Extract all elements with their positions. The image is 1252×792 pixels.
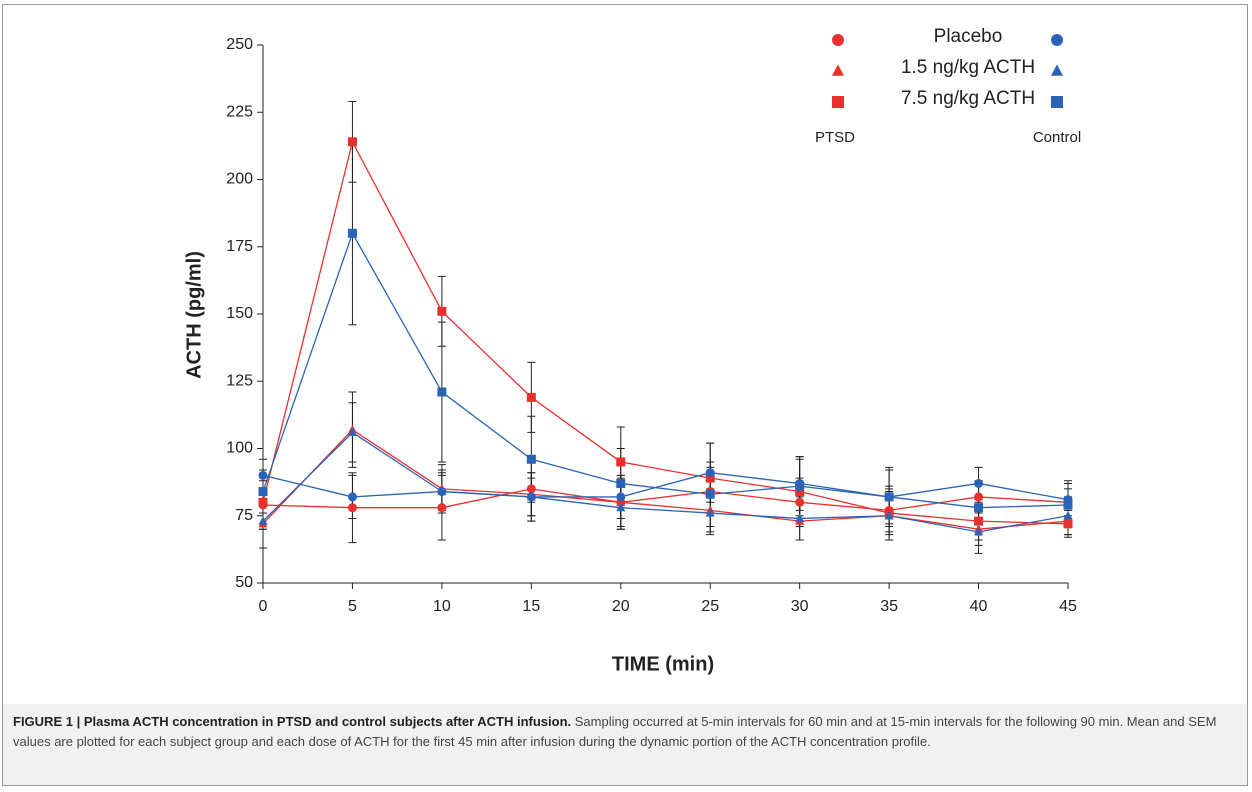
data-point bbox=[1063, 510, 1073, 520]
x-tick-label: 25 bbox=[701, 598, 719, 615]
y-tick-label: 175 bbox=[226, 238, 253, 255]
data-point bbox=[347, 228, 357, 238]
legend-label: Placebo bbox=[934, 26, 1003, 47]
y-tick-label: 150 bbox=[226, 305, 253, 322]
data-point bbox=[795, 513, 805, 523]
chart: ACTH (pg/ml) TIME (min) 5075100125150175… bbox=[183, 26, 1081, 675]
x-tick-label: 10 bbox=[433, 598, 451, 615]
data-point bbox=[616, 457, 626, 467]
y-tick-label: 100 bbox=[226, 440, 253, 457]
y-tick-label: 200 bbox=[226, 171, 253, 188]
data-point bbox=[705, 473, 715, 483]
data-point bbox=[258, 470, 268, 480]
legend-group-label: Control bbox=[1033, 129, 1081, 146]
legend-marker bbox=[1051, 64, 1063, 76]
figure-frame bbox=[2, 4, 1248, 786]
x-axis-label: TIME (min) bbox=[612, 653, 714, 675]
series-line bbox=[262, 472, 1069, 501]
caption-text: Sampling occurred at 5-min intervals for… bbox=[13, 714, 1217, 749]
caption: FIGURE 1 | Plasma ACTH concentration in … bbox=[3, 704, 1247, 785]
data-point bbox=[437, 486, 447, 496]
legend-group-label: PTSD bbox=[815, 129, 855, 146]
legend-label: 7.5 ng/kg ACTH bbox=[901, 88, 1035, 109]
y-tick-label: 125 bbox=[226, 372, 253, 389]
data-point bbox=[526, 454, 536, 464]
data-point bbox=[526, 392, 536, 402]
x-tick-label: 20 bbox=[612, 598, 630, 615]
series-line bbox=[262, 431, 1069, 533]
series-line bbox=[262, 231, 1069, 509]
data-point bbox=[616, 478, 626, 488]
legend-marker bbox=[832, 64, 844, 76]
y-tick-label: 250 bbox=[226, 36, 253, 53]
x-tick-label: 35 bbox=[880, 598, 898, 615]
x-tick-label: 15 bbox=[522, 598, 540, 615]
caption-title: FIGURE 1 | Plasma ACTH concentration in … bbox=[13, 714, 572, 729]
data-point bbox=[526, 491, 536, 501]
series-line bbox=[262, 140, 1069, 525]
data-point bbox=[437, 503, 447, 513]
x-tick-label: 5 bbox=[348, 598, 357, 615]
y-tick-label: 75 bbox=[235, 507, 253, 524]
data-point bbox=[258, 497, 268, 507]
x-tick-label: 40 bbox=[970, 598, 988, 615]
x-tick-label: 30 bbox=[791, 598, 809, 615]
data-point bbox=[974, 526, 984, 536]
data-point bbox=[437, 387, 447, 397]
legend-marker bbox=[1051, 96, 1063, 108]
data-point bbox=[258, 516, 268, 525]
data-point bbox=[884, 510, 894, 520]
data-point bbox=[974, 503, 984, 513]
y-tick-label: 50 bbox=[235, 574, 253, 591]
series-line bbox=[262, 428, 1069, 530]
data-point bbox=[705, 508, 715, 517]
data-point bbox=[526, 484, 536, 494]
data-point bbox=[1063, 500, 1073, 510]
x-tick-label: 45 bbox=[1059, 598, 1077, 615]
data-point bbox=[616, 492, 626, 502]
data-point bbox=[974, 478, 984, 488]
legend-marker bbox=[832, 34, 844, 46]
data-point bbox=[258, 487, 268, 497]
data-point bbox=[347, 427, 357, 436]
data-point bbox=[705, 489, 715, 499]
data-point bbox=[705, 468, 715, 478]
legend-marker bbox=[832, 96, 844, 108]
data-point bbox=[347, 503, 357, 513]
data-point bbox=[616, 502, 626, 512]
data-point bbox=[1063, 519, 1073, 529]
data-point bbox=[795, 481, 805, 491]
data-point bbox=[616, 497, 626, 506]
legend-label: 1.5 ng/kg ACTH bbox=[901, 57, 1035, 78]
legend-marker bbox=[1051, 34, 1063, 46]
data-point bbox=[437, 306, 447, 316]
series-line bbox=[262, 488, 1069, 512]
y-axis-label: ACTH (pg/ml) bbox=[183, 251, 205, 379]
data-point bbox=[795, 497, 805, 507]
data-point bbox=[347, 492, 357, 502]
data-point bbox=[347, 137, 357, 147]
data-point bbox=[974, 516, 984, 526]
data-point bbox=[795, 487, 805, 497]
y-tick-label: 225 bbox=[226, 103, 253, 120]
x-tick-label: 0 bbox=[259, 598, 268, 615]
data-point bbox=[974, 492, 984, 502]
data-point bbox=[884, 492, 894, 502]
